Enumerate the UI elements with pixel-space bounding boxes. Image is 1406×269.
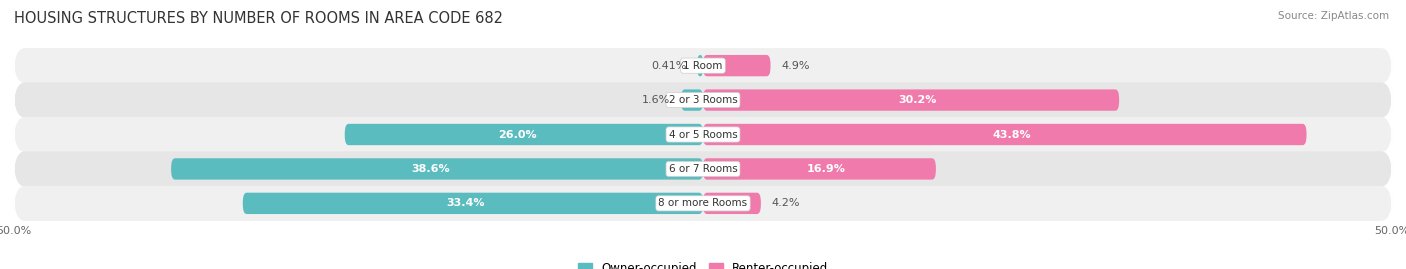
Text: 16.9%: 16.9% bbox=[807, 164, 846, 174]
FancyBboxPatch shape bbox=[703, 124, 1306, 145]
FancyBboxPatch shape bbox=[243, 193, 703, 214]
Text: Source: ZipAtlas.com: Source: ZipAtlas.com bbox=[1278, 11, 1389, 21]
Text: 43.8%: 43.8% bbox=[993, 129, 1031, 140]
FancyBboxPatch shape bbox=[681, 89, 703, 111]
Text: 38.6%: 38.6% bbox=[411, 164, 450, 174]
Text: 8 or more Rooms: 8 or more Rooms bbox=[658, 198, 748, 208]
FancyBboxPatch shape bbox=[14, 83, 1392, 118]
Legend: Owner-occupied, Renter-occupied: Owner-occupied, Renter-occupied bbox=[572, 258, 834, 269]
Text: 26.0%: 26.0% bbox=[498, 129, 536, 140]
FancyBboxPatch shape bbox=[703, 193, 761, 214]
Text: HOUSING STRUCTURES BY NUMBER OF ROOMS IN AREA CODE 682: HOUSING STRUCTURES BY NUMBER OF ROOMS IN… bbox=[14, 11, 503, 26]
Text: 6 or 7 Rooms: 6 or 7 Rooms bbox=[669, 164, 737, 174]
Text: 4 or 5 Rooms: 4 or 5 Rooms bbox=[669, 129, 737, 140]
FancyBboxPatch shape bbox=[703, 89, 1119, 111]
FancyBboxPatch shape bbox=[14, 117, 1392, 152]
FancyBboxPatch shape bbox=[697, 55, 703, 76]
FancyBboxPatch shape bbox=[14, 151, 1392, 186]
Text: 33.4%: 33.4% bbox=[447, 198, 485, 208]
FancyBboxPatch shape bbox=[14, 48, 1392, 83]
FancyBboxPatch shape bbox=[703, 158, 936, 180]
Text: 1.6%: 1.6% bbox=[641, 95, 669, 105]
FancyBboxPatch shape bbox=[344, 124, 703, 145]
FancyBboxPatch shape bbox=[703, 55, 770, 76]
FancyBboxPatch shape bbox=[14, 186, 1392, 221]
Text: 30.2%: 30.2% bbox=[898, 95, 938, 105]
Text: 4.2%: 4.2% bbox=[772, 198, 800, 208]
Text: 4.9%: 4.9% bbox=[782, 61, 810, 71]
Text: 1 Room: 1 Room bbox=[683, 61, 723, 71]
Text: 2 or 3 Rooms: 2 or 3 Rooms bbox=[669, 95, 737, 105]
Text: 0.41%: 0.41% bbox=[651, 61, 686, 71]
FancyBboxPatch shape bbox=[172, 158, 703, 180]
